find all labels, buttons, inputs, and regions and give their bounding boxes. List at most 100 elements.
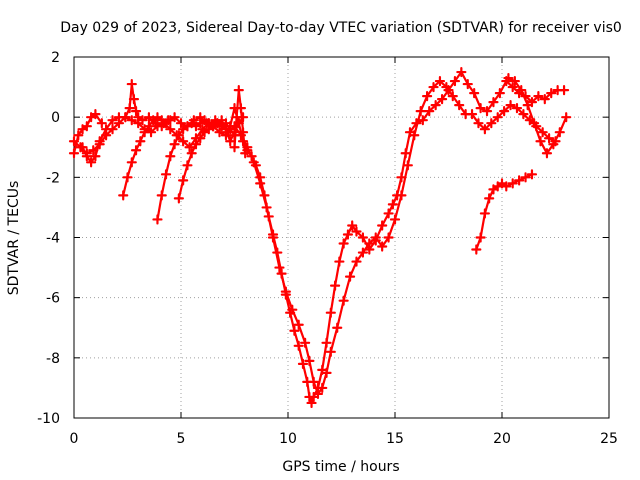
data-point [486, 118, 497, 129]
data-point [402, 160, 413, 171]
data-point [126, 157, 137, 168]
series-arc8 [471, 169, 538, 255]
data-point [434, 75, 446, 87]
data-point [428, 81, 439, 93]
data-point [165, 124, 176, 135]
data-point [417, 115, 428, 126]
data-point [118, 190, 129, 201]
data-point [514, 175, 525, 186]
series-arc4 [118, 112, 176, 201]
y-tick-label: -6 [46, 291, 60, 307]
data-point [415, 106, 426, 117]
data-point [456, 66, 467, 78]
data-point [558, 84, 570, 96]
data-point [334, 256, 345, 267]
data-point [287, 304, 298, 315]
series-line [507, 77, 568, 155]
data-point [338, 295, 349, 306]
data-point [300, 337, 311, 348]
data-point [317, 382, 328, 394]
data-point [96, 118, 107, 129]
data-point [422, 91, 433, 102]
data-point [128, 94, 140, 105]
data-point [344, 271, 356, 282]
x-axis-label: GPS time / hours [282, 459, 399, 475]
data-point [383, 208, 394, 219]
data-point [229, 142, 240, 153]
data-point [501, 181, 512, 192]
data-point [475, 232, 486, 243]
data-point [548, 139, 559, 150]
data-point [81, 151, 92, 162]
x-tick-label: 10 [279, 431, 297, 447]
data-point [329, 280, 341, 291]
data-point [400, 148, 411, 159]
data-point [462, 78, 473, 90]
data-point [449, 75, 461, 87]
data-point [143, 121, 154, 132]
data-point [267, 232, 279, 243]
data-point [169, 139, 180, 150]
data-point [342, 229, 354, 240]
data-point [546, 88, 557, 99]
data-point [130, 106, 142, 117]
data-point [94, 136, 105, 147]
data-point [351, 226, 362, 237]
x-tick-label: 25 [600, 431, 618, 447]
x-tick-label: 5 [177, 431, 186, 447]
data-point [370, 232, 381, 243]
data-point [325, 307, 336, 318]
data-point [306, 397, 317, 409]
x-tick-label: 15 [386, 431, 404, 447]
data-point [175, 118, 187, 129]
data-point [68, 136, 80, 147]
data-point [124, 103, 135, 114]
data-point [516, 84, 527, 96]
data-point [424, 106, 435, 117]
data-point [541, 148, 553, 159]
data-point [387, 199, 398, 210]
data-point [522, 100, 533, 111]
data-point [139, 127, 150, 138]
data-point [214, 127, 225, 138]
data-point [289, 325, 300, 336]
data-point [280, 286, 291, 297]
data-point [494, 88, 505, 99]
data-point [233, 84, 244, 96]
data-point [160, 169, 172, 180]
y-tick-label: -10 [37, 411, 60, 427]
data-point [492, 112, 503, 123]
data-point [347, 220, 358, 231]
data-point [535, 136, 546, 147]
data-point [156, 190, 167, 201]
x-tick-label: 0 [70, 431, 79, 447]
data-point [130, 145, 142, 156]
y-tick-label: -8 [46, 351, 60, 367]
data-point [293, 340, 304, 351]
data-point [304, 355, 315, 366]
y-tick-label: 0 [51, 110, 60, 126]
series-arc2 [68, 66, 570, 409]
axis-ticks [73, 56, 610, 419]
data-point [237, 127, 249, 138]
data-point [165, 151, 176, 162]
data-point [133, 118, 144, 129]
data-point [396, 172, 407, 183]
data-point [484, 193, 495, 204]
data-point [505, 100, 516, 111]
data-point [165, 115, 176, 126]
data-point [152, 121, 163, 132]
data-point [539, 94, 550, 105]
data-point [178, 136, 189, 147]
data-point [122, 172, 133, 183]
data-point [321, 337, 332, 348]
data-point [338, 238, 349, 249]
data-point [88, 145, 99, 156]
y-axis-label: SDTVAR / TECUs [6, 181, 22, 296]
data-point [90, 151, 101, 162]
data-point [518, 109, 529, 120]
data-point [543, 133, 555, 144]
x-tick-labels: 0 5 10 15 20 25 [70, 431, 618, 447]
data-point [509, 75, 520, 87]
